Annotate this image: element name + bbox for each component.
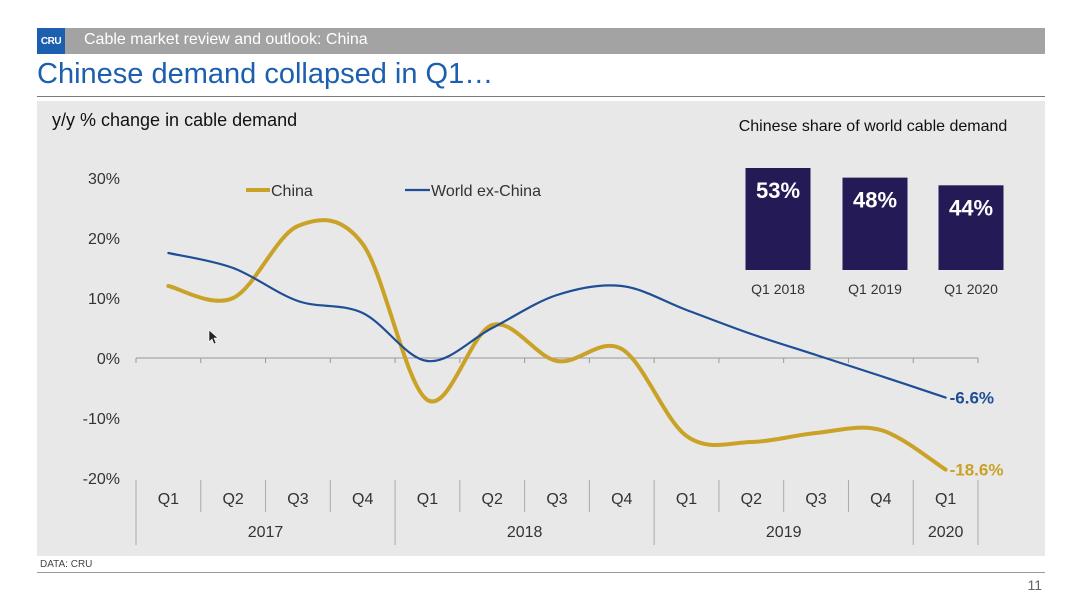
share-category-label: Q1 2019 [848, 281, 902, 297]
y-tick-label: 0% [97, 351, 120, 368]
title-divider [37, 96, 1045, 97]
share-bar [938, 185, 1004, 270]
page-title: Chinese demand collapsed in Q1… [37, 58, 494, 90]
series-line-china [166, 218, 948, 472]
x-tick-label: Q1 [935, 491, 956, 508]
x-tick-label: Q4 [870, 491, 891, 508]
legend-label-china: China [271, 183, 313, 200]
year-label: 2018 [507, 524, 543, 541]
footer-divider [37, 572, 1045, 573]
x-tick-label: Q4 [352, 491, 373, 508]
x-tick-label: Q1 [417, 491, 438, 508]
year-label: 2017 [248, 524, 284, 541]
chart-panel [37, 101, 1045, 556]
share-value-label: 44% [949, 195, 993, 220]
share-category-label: Q1 2020 [944, 281, 998, 297]
end-label-china: -18.6% [950, 461, 1004, 480]
header-subtitle: Cable market review and outlook: China [84, 31, 368, 48]
share-bar [842, 177, 908, 270]
y-tick-label: 20% [88, 231, 120, 248]
mouse-cursor-icon [208, 329, 219, 345]
share-bar [745, 168, 811, 270]
page-number: 11 [1027, 577, 1042, 593]
x-tick-label: Q2 [222, 491, 243, 508]
data-source: DATA: CRU [40, 559, 93, 570]
series-line-world-ex-china [167, 251, 947, 399]
end-label-world-ex-china: -6.6% [950, 389, 994, 408]
y-tick-label: -20% [83, 471, 120, 488]
x-tick-label: Q3 [546, 491, 567, 508]
x-tick-label: Q3 [287, 491, 308, 508]
x-tick-label: Q2 [482, 491, 503, 508]
share-value-label: 53% [756, 178, 800, 203]
y-tick-label: 10% [88, 291, 120, 308]
y-tick-label: 30% [88, 171, 120, 188]
cru-logo: CRU [37, 28, 65, 54]
x-tick-label: Q2 [741, 491, 762, 508]
share-category-label: Q1 2018 [751, 281, 805, 297]
legend-label-world: World ex-China [431, 183, 541, 200]
x-tick-label: Q3 [805, 491, 826, 508]
line-chart-title: y/y % change in cable demand [52, 110, 297, 130]
share-value-label: 48% [853, 188, 897, 213]
x-tick-label: Q4 [611, 491, 632, 508]
year-label: 2020 [928, 524, 964, 541]
year-label: 2019 [766, 524, 802, 541]
header-bar [37, 28, 1045, 54]
y-tick-label: -10% [83, 411, 120, 428]
inset-chart-title: Chinese share of world cable demand [739, 118, 1008, 135]
x-tick-label: Q1 [676, 491, 697, 508]
x-tick-label: Q1 [158, 491, 179, 508]
